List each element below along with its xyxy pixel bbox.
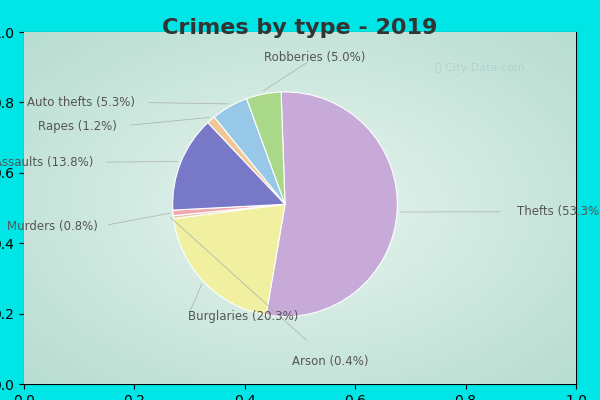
Wedge shape	[173, 122, 285, 210]
Text: Murders (0.8%): Murders (0.8%)	[7, 220, 98, 233]
Wedge shape	[208, 117, 285, 204]
Text: ⓘ City-Data.com: ⓘ City-Data.com	[435, 63, 525, 73]
Wedge shape	[214, 99, 285, 204]
Wedge shape	[266, 92, 397, 316]
Wedge shape	[173, 204, 285, 218]
Text: Assaults (13.8%): Assaults (13.8%)	[0, 156, 93, 169]
Wedge shape	[173, 204, 285, 315]
Text: Crimes by type - 2019: Crimes by type - 2019	[163, 18, 437, 38]
Text: Auto thefts (5.3%): Auto thefts (5.3%)	[27, 96, 135, 109]
Wedge shape	[173, 204, 285, 216]
Text: Burglaries (20.3%): Burglaries (20.3%)	[188, 310, 298, 323]
Text: Thefts (53.3%): Thefts (53.3%)	[517, 205, 600, 218]
Text: Robberies (5.0%): Robberies (5.0%)	[264, 51, 365, 64]
Wedge shape	[247, 92, 285, 204]
Text: Arson (0.4%): Arson (0.4%)	[292, 355, 368, 368]
Text: Rapes (1.2%): Rapes (1.2%)	[38, 120, 117, 133]
